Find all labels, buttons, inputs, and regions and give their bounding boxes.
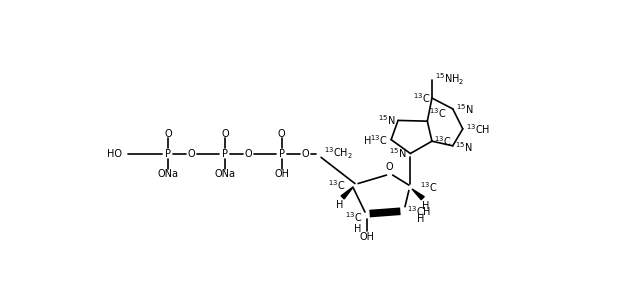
Text: OH: OH: [359, 232, 374, 242]
Text: P: P: [165, 149, 171, 158]
Text: H: H: [353, 224, 361, 234]
Text: $^{15}$N: $^{15}$N: [455, 140, 472, 154]
Polygon shape: [341, 187, 353, 199]
Polygon shape: [412, 189, 424, 200]
Text: O: O: [302, 149, 310, 158]
Text: O: O: [245, 149, 253, 158]
Text: P: P: [222, 149, 228, 158]
Text: OH: OH: [275, 169, 289, 179]
Text: O: O: [278, 129, 285, 139]
Text: $^{13}$CH$_2$: $^{13}$CH$_2$: [324, 146, 353, 161]
Text: HO: HO: [108, 149, 122, 158]
Text: $^{13}$C: $^{13}$C: [420, 181, 438, 194]
Text: ONa: ONa: [214, 169, 236, 179]
Text: O: O: [164, 129, 172, 139]
Text: $^{15}$N: $^{15}$N: [456, 102, 474, 116]
Text: $^{13}$CH: $^{13}$CH: [466, 122, 490, 136]
Text: O: O: [188, 149, 196, 158]
Text: H: H: [336, 200, 343, 210]
Text: P: P: [279, 149, 285, 158]
Text: $^{15}$N: $^{15}$N: [378, 113, 395, 127]
Text: $^{15}$N: $^{15}$N: [389, 147, 406, 161]
Text: $^{13}$C: $^{13}$C: [346, 210, 363, 223]
Text: O: O: [221, 129, 228, 139]
Text: $^{13}$C: $^{13}$C: [435, 134, 452, 148]
Text: $^{13}$C: $^{13}$C: [413, 91, 431, 105]
Text: $^{13}$CH: $^{13}$CH: [407, 204, 431, 218]
Text: $^{15}$NH$_2$: $^{15}$NH$_2$: [435, 72, 464, 88]
Text: $^{13}$C: $^{13}$C: [328, 178, 345, 192]
Text: H: H: [417, 214, 424, 224]
Text: $^{13}$C: $^{13}$C: [429, 106, 446, 120]
Text: H$^{13}$C: H$^{13}$C: [363, 133, 387, 147]
Text: O: O: [386, 162, 394, 172]
Text: H: H: [422, 201, 429, 211]
Text: ONa: ONa: [157, 169, 179, 179]
